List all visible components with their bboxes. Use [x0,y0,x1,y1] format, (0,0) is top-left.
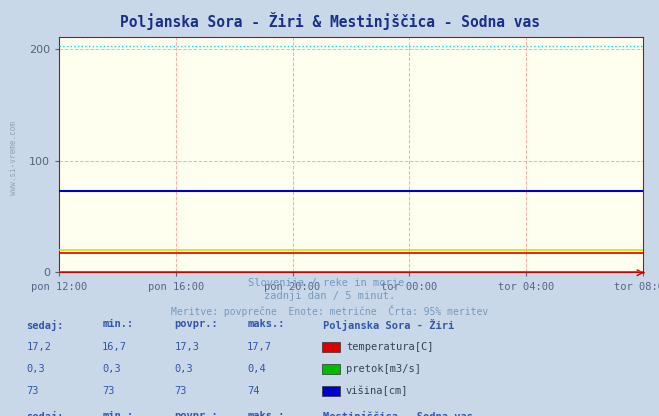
Text: www.si-vreme.com: www.si-vreme.com [9,121,18,195]
Text: 73: 73 [102,386,115,396]
Text: višina[cm]: višina[cm] [346,386,409,396]
Text: pretok[m3/s]: pretok[m3/s] [346,364,421,374]
Text: maks.:: maks.: [247,411,285,416]
Text: povpr.:: povpr.: [175,319,218,329]
Text: 74: 74 [247,386,260,396]
Text: sedaj:: sedaj: [26,319,64,331]
Text: 73: 73 [26,386,39,396]
Text: povpr.:: povpr.: [175,411,218,416]
Text: 16,7: 16,7 [102,342,127,352]
Text: min.:: min.: [102,411,133,416]
Text: 0,3: 0,3 [26,364,45,374]
Text: 17,7: 17,7 [247,342,272,352]
Text: 17,3: 17,3 [175,342,200,352]
Text: 17,2: 17,2 [26,342,51,352]
Text: Slovenija / reke in morje.: Slovenija / reke in morje. [248,278,411,288]
Text: zadnji dan / 5 minut.: zadnji dan / 5 minut. [264,291,395,301]
Text: sedaj:: sedaj: [26,411,64,416]
Text: 0,4: 0,4 [247,364,266,374]
Text: 0,3: 0,3 [102,364,121,374]
Text: Poljanska Sora - Žiri: Poljanska Sora - Žiri [323,319,454,332]
Text: Mestinjščica - Sodna vas: Mestinjščica - Sodna vas [323,411,473,416]
Text: Meritve: povprečne  Enote: metrične  Črta: 95% meritev: Meritve: povprečne Enote: metrične Črta:… [171,305,488,317]
Text: Poljanska Sora - Žiri & Mestinjščica - Sodna vas: Poljanska Sora - Žiri & Mestinjščica - S… [119,12,540,30]
Text: temperatura[C]: temperatura[C] [346,342,434,352]
Text: min.:: min.: [102,319,133,329]
Text: 73: 73 [175,386,187,396]
Text: maks.:: maks.: [247,319,285,329]
Text: 0,3: 0,3 [175,364,193,374]
